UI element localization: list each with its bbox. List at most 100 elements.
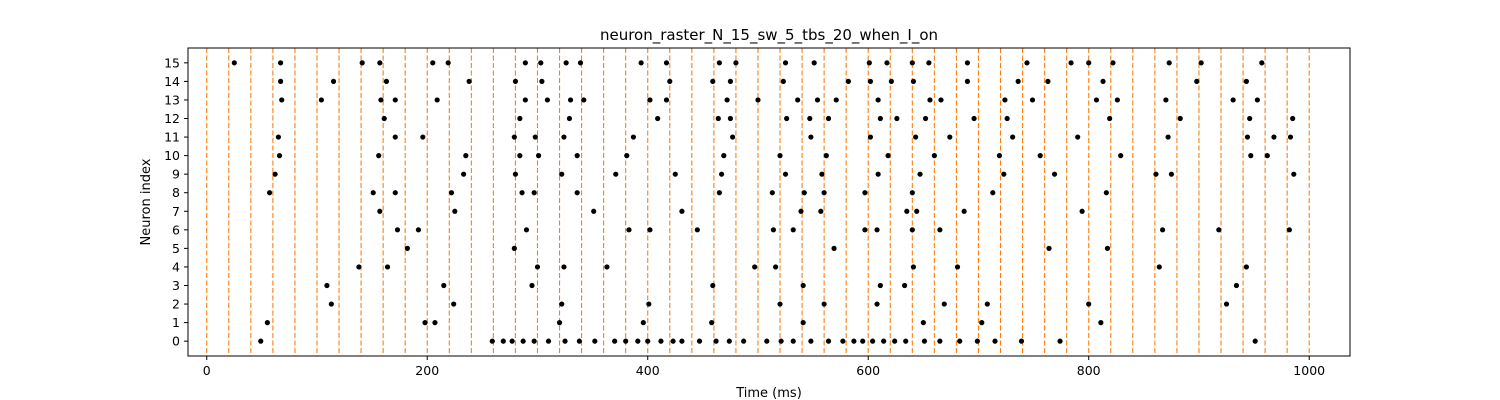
spike-point <box>990 190 996 196</box>
spike-point <box>1024 60 1030 66</box>
spike-point <box>741 338 747 344</box>
spike-point <box>1290 115 1296 122</box>
spike-point <box>430 60 436 66</box>
spike-point <box>523 227 530 233</box>
spike-point <box>500 338 506 344</box>
spike-point <box>866 60 872 66</box>
spike-point <box>556 320 563 326</box>
spike-point <box>559 301 565 307</box>
y-tick-label: 11 <box>164 130 180 145</box>
spike-point <box>909 60 915 66</box>
spike-point <box>383 78 390 84</box>
spike-point <box>984 301 990 307</box>
spike-point <box>1243 264 1249 270</box>
spike-point <box>451 301 457 307</box>
spike-point <box>1287 134 1294 140</box>
spike-point <box>811 60 817 66</box>
x-tick-label: 0 <box>203 363 211 378</box>
spike-point <box>591 208 597 214</box>
spike-point <box>947 134 953 140</box>
spike-point <box>780 78 786 84</box>
spike-point <box>777 301 783 307</box>
spike-point <box>276 153 283 159</box>
spike-point <box>404 245 410 251</box>
spike-point <box>529 282 535 289</box>
spike-point <box>709 320 715 326</box>
spike-point <box>974 338 980 344</box>
spike-point <box>862 227 868 233</box>
spike-point <box>1010 134 1016 140</box>
spike-point <box>1230 97 1236 103</box>
spike-point <box>1159 227 1166 233</box>
spike-point <box>279 97 285 103</box>
y-tick-label: 15 <box>164 55 180 70</box>
y-tick-label: 2 <box>172 297 180 312</box>
spike-point <box>1248 153 1254 159</box>
spike-point <box>777 153 783 159</box>
spike-point <box>778 338 784 344</box>
spike-point <box>807 115 813 122</box>
spike-point <box>545 338 552 344</box>
spike-point <box>710 78 716 84</box>
spike-point <box>875 171 881 177</box>
spike-point <box>663 60 670 66</box>
y-tick-label: 7 <box>172 204 180 219</box>
spike-point <box>1002 97 1008 103</box>
spike-point <box>1029 97 1036 103</box>
spike-point <box>377 208 383 214</box>
spike-point <box>638 60 644 66</box>
spike-point <box>913 134 919 140</box>
spike-point <box>531 190 537 196</box>
spike-point <box>1046 245 1052 251</box>
spike-point <box>422 320 428 326</box>
spike-point <box>432 320 438 326</box>
spike-point <box>733 60 739 66</box>
spike-point <box>463 153 469 159</box>
spike-point <box>1286 227 1292 233</box>
spike-point <box>378 97 384 103</box>
spike-point <box>576 338 582 344</box>
spike-point <box>870 338 876 344</box>
x-tick-label: 400 <box>636 363 660 378</box>
spike-point <box>867 78 874 84</box>
y-tick-label: 10 <box>164 148 180 163</box>
spike-point <box>1015 78 1021 84</box>
spike-point <box>278 78 284 84</box>
spike-point <box>971 115 977 122</box>
spike-point <box>512 171 519 177</box>
spike-point <box>721 153 727 159</box>
spike-point <box>278 60 284 66</box>
spike-point <box>376 153 382 159</box>
spike-point <box>877 115 883 122</box>
chart-title: neuron_raster_N_15_sw_5_tbs_20_when_I_on <box>600 26 938 45</box>
spike-point <box>910 78 917 84</box>
spike-point <box>937 338 943 344</box>
spike-point <box>1075 134 1081 140</box>
spike-point <box>874 301 880 307</box>
x-tick-label: 600 <box>856 363 880 378</box>
spike-point <box>517 115 523 122</box>
spike-point <box>1037 153 1043 159</box>
spike-point <box>938 97 944 103</box>
spike-point <box>862 190 868 196</box>
spike-point <box>851 338 857 344</box>
spike-point <box>1244 134 1251 140</box>
spike-point <box>330 78 337 84</box>
spike-point <box>964 78 971 84</box>
spike-point <box>920 320 926 326</box>
spike-point <box>1118 153 1124 159</box>
spike-point <box>647 227 653 233</box>
spike-point <box>755 97 761 103</box>
spike-point <box>318 97 324 103</box>
spike-point <box>679 208 685 214</box>
spike-point <box>782 171 789 177</box>
spike-point <box>724 97 730 103</box>
spike-point <box>532 134 538 140</box>
spike-point <box>489 338 495 344</box>
spike-point <box>635 338 641 344</box>
spike-point <box>561 264 567 270</box>
spike-point <box>539 78 545 84</box>
y-tick-label: 8 <box>172 185 180 200</box>
spike-point <box>1271 134 1277 140</box>
